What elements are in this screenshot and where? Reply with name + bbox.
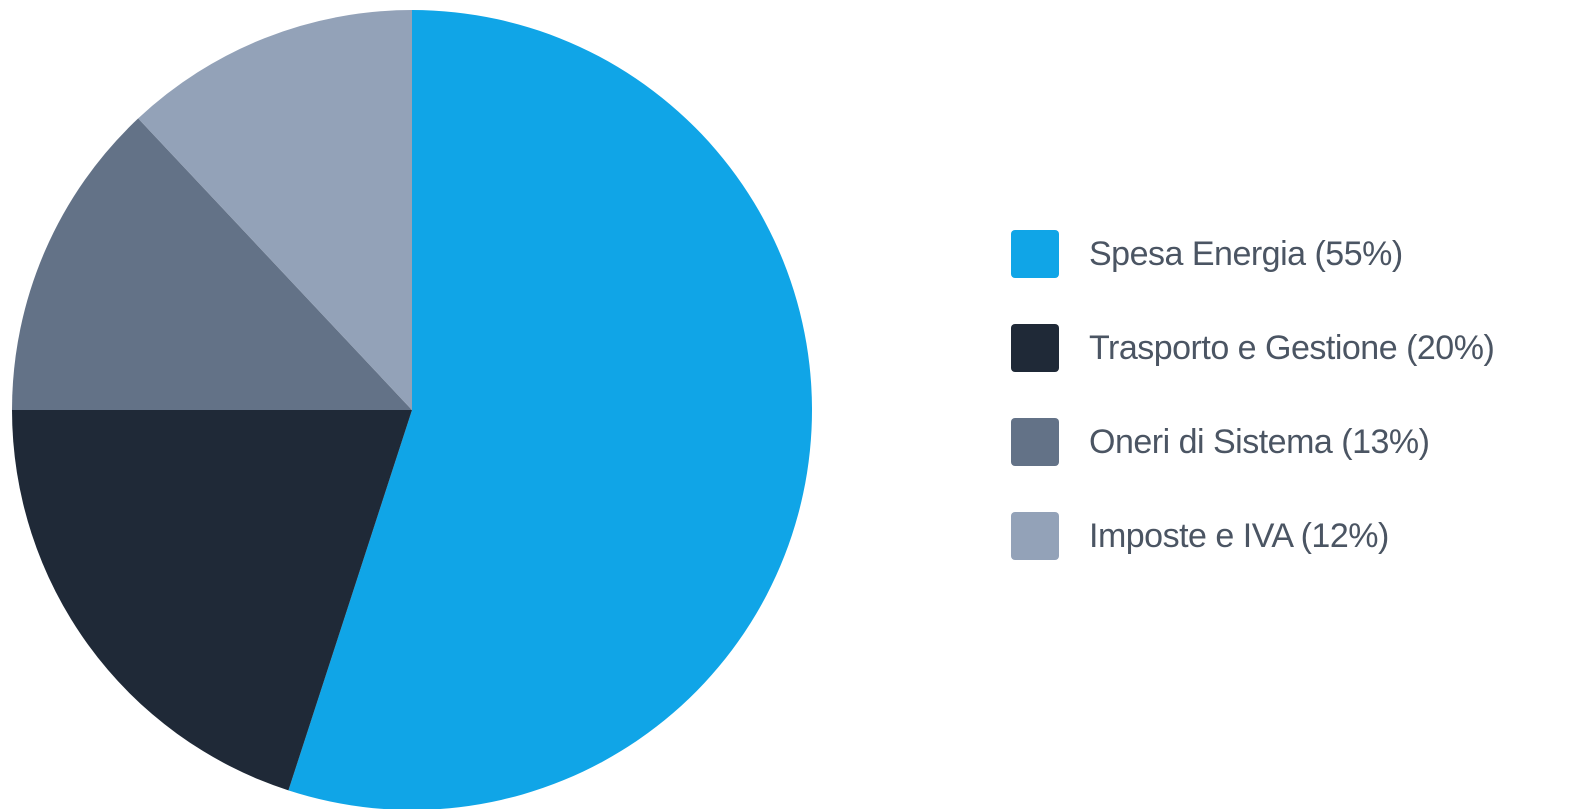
- legend-item-oneri-sistema: Oneri di Sistema (13%): [1011, 418, 1566, 466]
- legend-swatch-spesa-energia: [1011, 230, 1059, 278]
- pie-slice-trasporto-gestione: [12, 410, 412, 791]
- legend-swatch-oneri-sistema: [1011, 418, 1059, 466]
- legend-label-imposte-iva: Imposte e IVA (12%): [1089, 516, 1389, 555]
- legend-label-spesa-energia: Spesa Energia (55%): [1089, 234, 1403, 273]
- legend-swatch-imposte-iva: [1011, 512, 1059, 560]
- legend-label-oneri-sistema: Oneri di Sistema (13%): [1089, 422, 1430, 461]
- legend-item-spesa-energia: Spesa Energia (55%): [1011, 230, 1566, 278]
- pie-slice-spesa-energia: [288, 10, 812, 809]
- legend-item-trasporto-gestione: Trasporto e Gestione (20%): [1011, 324, 1566, 372]
- legend-label-trasporto-gestione: Trasporto e Gestione (20%): [1089, 328, 1495, 367]
- pie-slice-oneri-sistema: [12, 118, 412, 411]
- pie-slice-imposte-iva: [138, 10, 412, 410]
- legend-swatch-trasporto-gestione: [1011, 324, 1059, 372]
- legend-item-imposte-iva: Imposte e IVA (12%): [1011, 512, 1566, 560]
- pie-plot: [12, 10, 812, 809]
- legend: Spesa Energia (55%) Trasporto e Gestione…: [1011, 230, 1566, 606]
